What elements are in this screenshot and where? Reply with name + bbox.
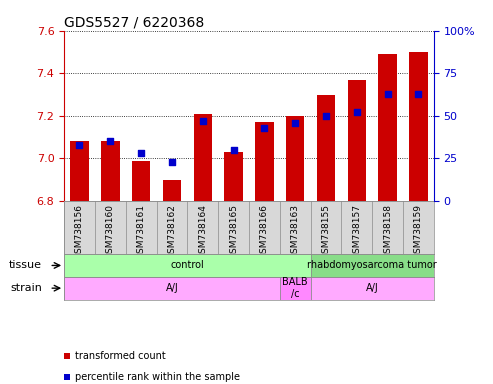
FancyBboxPatch shape (403, 201, 434, 254)
Point (384, 91, 391, 97)
Point (75, 142, 83, 148)
Bar (286, 116, 305, 201)
Bar (70, 141, 89, 201)
Point (353, 109, 361, 116)
Text: GSM738156: GSM738156 (75, 204, 84, 259)
Bar (193, 114, 212, 201)
FancyBboxPatch shape (218, 201, 249, 254)
FancyBboxPatch shape (95, 201, 126, 254)
FancyBboxPatch shape (311, 254, 434, 277)
Text: A/J: A/J (366, 283, 379, 293)
Text: control: control (171, 260, 204, 270)
Bar (409, 52, 427, 201)
Text: rhabdomyosarcoma tumor: rhabdomyosarcoma tumor (307, 260, 437, 270)
FancyBboxPatch shape (64, 277, 280, 300)
Point (137, 150, 145, 156)
Text: GSM738166: GSM738166 (260, 204, 269, 259)
Text: BALB
/c: BALB /c (282, 277, 308, 299)
Bar (317, 94, 335, 201)
Text: GSM738155: GSM738155 (321, 204, 330, 259)
Text: GSM738158: GSM738158 (383, 204, 392, 259)
Text: GSM738162: GSM738162 (168, 204, 176, 258)
FancyBboxPatch shape (64, 254, 311, 277)
FancyBboxPatch shape (64, 201, 95, 254)
Text: strain: strain (10, 283, 42, 293)
Text: GSM738157: GSM738157 (352, 204, 361, 259)
FancyBboxPatch shape (311, 201, 341, 254)
FancyBboxPatch shape (157, 201, 187, 254)
Text: GSM738163: GSM738163 (291, 204, 300, 259)
Text: A/J: A/J (166, 283, 178, 293)
Bar (255, 122, 274, 201)
Text: GSM738165: GSM738165 (229, 204, 238, 259)
Point (106, 138, 114, 144)
FancyBboxPatch shape (126, 201, 157, 254)
Bar (378, 54, 397, 201)
Bar (101, 141, 119, 201)
Text: GSM738164: GSM738164 (198, 204, 207, 258)
Bar (224, 152, 243, 201)
Text: GSM738161: GSM738161 (137, 204, 145, 259)
Text: percentile rank within the sample: percentile rank within the sample (75, 372, 240, 382)
Point (168, 159, 176, 165)
FancyBboxPatch shape (249, 201, 280, 254)
Text: transformed count: transformed count (75, 351, 166, 361)
Bar (348, 80, 366, 201)
Point (415, 91, 423, 97)
FancyBboxPatch shape (280, 201, 311, 254)
FancyBboxPatch shape (280, 277, 311, 300)
Text: tissue: tissue (9, 260, 42, 270)
FancyBboxPatch shape (372, 201, 403, 254)
Text: GSM738159: GSM738159 (414, 204, 423, 259)
FancyBboxPatch shape (341, 201, 372, 254)
FancyBboxPatch shape (311, 277, 434, 300)
Text: GDS5527 / 6220368: GDS5527 / 6220368 (64, 16, 204, 30)
Point (199, 118, 207, 124)
Text: GSM738160: GSM738160 (106, 204, 115, 259)
Bar (132, 161, 150, 201)
Point (260, 125, 268, 131)
Point (230, 147, 238, 153)
Point (291, 120, 299, 126)
Bar (163, 180, 181, 201)
Point (322, 113, 330, 119)
FancyBboxPatch shape (187, 201, 218, 254)
